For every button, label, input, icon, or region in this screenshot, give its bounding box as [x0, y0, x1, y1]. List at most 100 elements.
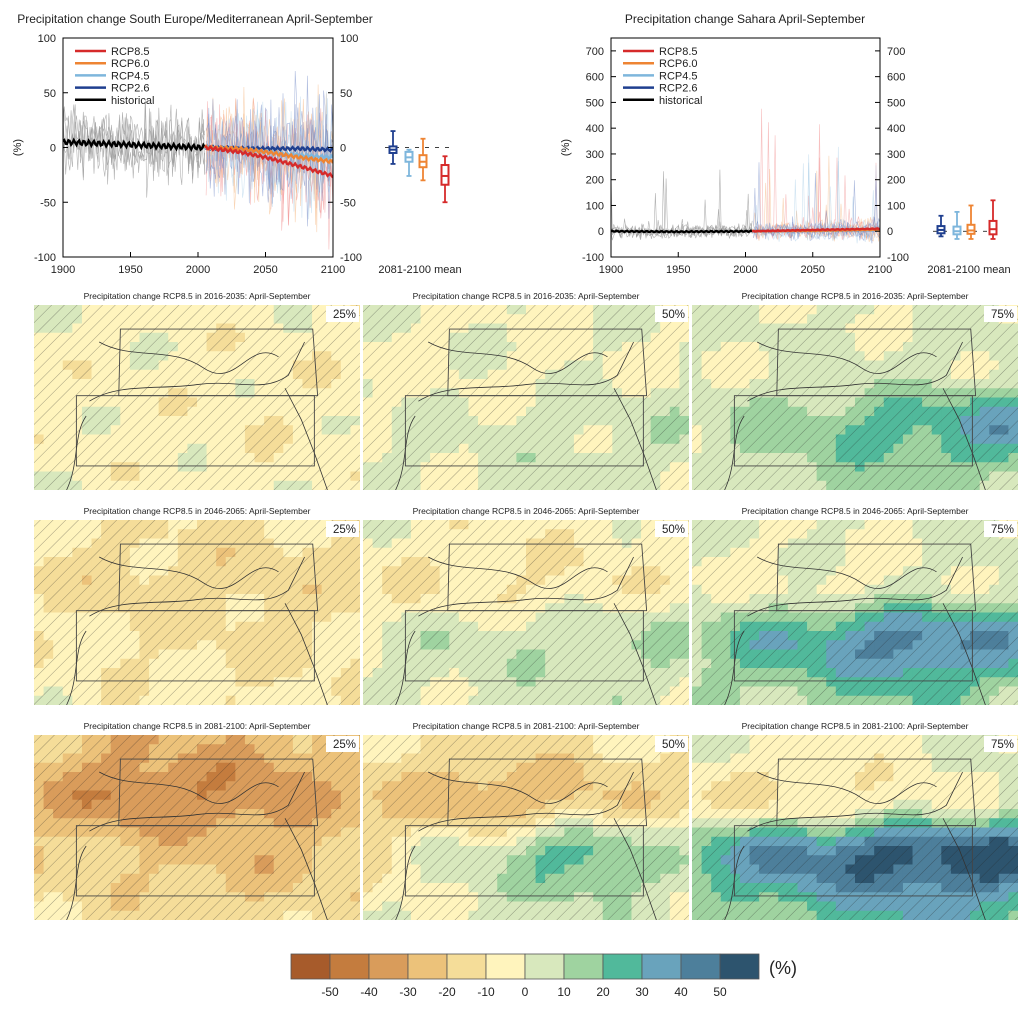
- y-tick-label-right: 100: [340, 33, 358, 45]
- map-panels: Precipitation change RCP8.5 in 2016-2035…: [34, 291, 1018, 920]
- y-tick-label: 0: [598, 226, 604, 238]
- y-tick-label: 100: [38, 33, 56, 45]
- coastline: [613, 388, 657, 490]
- y-tick-label: -100: [34, 252, 56, 264]
- map-panel-5: Precipitation change RCP8.5 in 2046-2065…: [692, 506, 1018, 705]
- map-title: Precipitation change RCP8.5 in 2081-2100…: [84, 721, 311, 731]
- map-title: Precipitation change RCP8.5 in 2046-2065…: [413, 506, 640, 516]
- y-tick-label: 50: [44, 88, 56, 100]
- significance-hatching: [363, 305, 689, 490]
- coastline: [284, 603, 328, 705]
- chart-title: Precipitation change Sahara April-Septem…: [625, 12, 865, 26]
- coastline: [428, 341, 608, 374]
- boxplot-label: 2081-2100 mean: [378, 264, 461, 276]
- legend-label: RCP2.6: [659, 83, 698, 95]
- x-tick-label: 1950: [118, 264, 142, 276]
- y-tick-label-right: 400: [887, 123, 905, 135]
- legend-label: historical: [659, 95, 702, 107]
- legend-label: RCP2.6: [111, 83, 150, 95]
- y-tick-label-right: -100: [887, 252, 909, 264]
- ensemble-cloud: [63, 70, 333, 250]
- y-tick-label-right: 300: [887, 149, 905, 161]
- y-tick-label: 300: [586, 149, 604, 161]
- x-tick-label: 2100: [321, 264, 345, 276]
- map-field: [34, 305, 360, 490]
- legend-label: RCP4.5: [659, 70, 698, 82]
- boxplot-RCP2-6: [936, 214, 946, 238]
- region-box-sahara: [733, 610, 973, 682]
- map-title: Precipitation change RCP8.5 in 2046-2065…: [742, 506, 969, 516]
- scenario-member: [205, 84, 333, 233]
- region-box-south-europe: [118, 328, 319, 397]
- map-field: [692, 520, 1018, 705]
- coastline: [942, 603, 986, 705]
- timeseries-panel-1: Precipitation change Sahara April-Septem…: [560, 12, 1011, 276]
- series-line: [611, 229, 753, 234]
- coastline: [613, 603, 657, 705]
- y-tick-label: 600: [586, 72, 604, 84]
- y-tick-label: -100: [582, 252, 604, 264]
- significance-hatching: [34, 520, 360, 705]
- legend-label: RCP6.0: [111, 58, 150, 70]
- y-tick-label: -50: [40, 197, 56, 209]
- region-box-sahara: [75, 610, 315, 682]
- percentile-label-bg: [655, 521, 688, 537]
- x-tick-label: 1950: [666, 264, 690, 276]
- x-tick-label: 1900: [51, 264, 75, 276]
- y-tick-label: 700: [586, 46, 604, 58]
- y-tick-label: 500: [586, 97, 604, 109]
- y-tick-label-right: 0: [340, 143, 346, 155]
- map-title: Precipitation change RCP8.5 in 2016-2035…: [84, 291, 311, 301]
- percentile-label: 25%: [333, 524, 356, 536]
- x-tick-label: 2000: [733, 264, 757, 276]
- percentile-label-bg: [984, 306, 1017, 322]
- y-axis-label: (%): [560, 139, 572, 156]
- percentile-label: 50%: [662, 309, 685, 321]
- percentile-label-bg: [326, 306, 359, 322]
- percentile-label: 50%: [662, 524, 685, 536]
- timeseries-panel-0: Precipitation change South Europe/Medite…: [12, 12, 462, 276]
- coastline: [284, 388, 328, 490]
- coastline: [757, 341, 937, 374]
- map-panel-2: Precipitation change RCP8.5 in 2016-2035…: [692, 291, 1018, 490]
- map-field: [34, 520, 360, 705]
- map-title: Precipitation change RCP8.5 in 2046-2065…: [84, 506, 311, 516]
- coastline: [747, 556, 963, 617]
- x-tick-label: 2050: [801, 264, 825, 276]
- legend-label: historical: [111, 95, 154, 107]
- region-box-sahara: [75, 395, 315, 467]
- boxplot-RCP6-0: [966, 204, 976, 240]
- significance-hatching: [363, 520, 689, 705]
- legend-label: RCP6.0: [659, 58, 698, 70]
- historical-member: [63, 104, 206, 170]
- y-tick-label-right: 200: [887, 175, 905, 187]
- boxplot-RCP2-6: [388, 130, 398, 165]
- series-line: [204, 144, 333, 179]
- y-tick-label: 0: [50, 143, 56, 155]
- region-box-south-europe: [776, 328, 977, 397]
- boxplot-box: [988, 219, 998, 236]
- x-tick-label: 1900: [599, 264, 623, 276]
- percentile-label-bg: [326, 521, 359, 537]
- coastline: [89, 556, 305, 617]
- coastline: [418, 556, 634, 617]
- legend-label: RCP8.5: [111, 46, 150, 58]
- series-line: [63, 137, 206, 153]
- y-tick-label-right: 700: [887, 46, 905, 58]
- map-field: [34, 735, 360, 920]
- series-line: [752, 227, 880, 233]
- percentile-label: 75%: [991, 309, 1014, 321]
- region-box-south-europe: [447, 328, 648, 397]
- y-tick-label: 400: [586, 123, 604, 135]
- coastline: [757, 556, 937, 589]
- legend-label: RCP8.5: [659, 46, 698, 58]
- y-tick-label-right: -50: [340, 197, 356, 209]
- x-tick-label: 2100: [868, 264, 892, 276]
- region-box-sahara: [404, 395, 644, 467]
- historical-member: [611, 209, 753, 239]
- map-panel-4: Precipitation change RCP8.5 in 2046-2065…: [363, 506, 689, 705]
- ensemble-cloud: [611, 108, 880, 244]
- boxplot-box: [966, 223, 976, 235]
